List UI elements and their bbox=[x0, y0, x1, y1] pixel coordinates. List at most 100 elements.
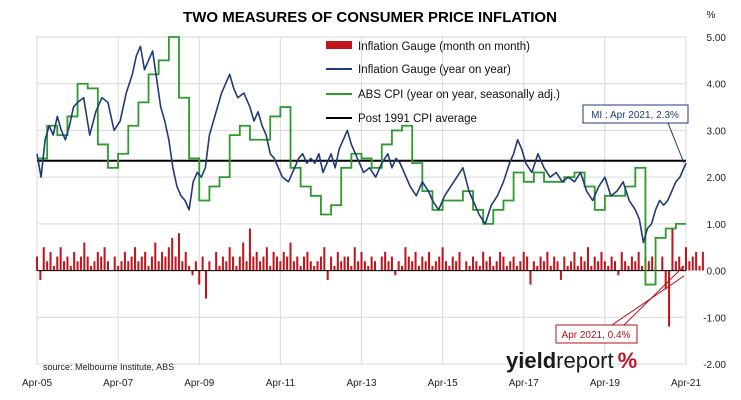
mom-bar bbox=[573, 251, 576, 271]
mom-bar bbox=[417, 265, 420, 271]
annotation-mom-leader-2 bbox=[623, 265, 685, 326]
annotation-mi-leader bbox=[667, 122, 685, 164]
mom-bar bbox=[144, 251, 147, 271]
mom-bar bbox=[563, 256, 566, 271]
mom-bar bbox=[113, 256, 116, 271]
mom-bar bbox=[174, 256, 177, 271]
mom-bar bbox=[90, 265, 93, 271]
mom-bar bbox=[127, 261, 130, 271]
mom-bar bbox=[35, 256, 39, 271]
annotation-mom-box bbox=[555, 324, 638, 344]
mom-bar bbox=[279, 261, 282, 271]
mom-bar bbox=[296, 256, 299, 271]
mom-bar bbox=[259, 261, 262, 271]
mom-bar bbox=[549, 265, 552, 271]
x-tick-label: Apr-11 bbox=[266, 378, 296, 389]
mom-bar bbox=[191, 270, 194, 276]
mom-bar bbox=[340, 261, 343, 271]
mom-bar bbox=[79, 256, 82, 271]
mom-bar bbox=[397, 261, 400, 271]
mom-bar bbox=[106, 261, 109, 271]
mom-bar bbox=[215, 251, 218, 271]
mom-bar bbox=[613, 261, 617, 271]
mom-bar bbox=[380, 256, 383, 271]
mom-bar bbox=[225, 261, 228, 271]
legend-label-cpi: ABS CPI (year on year, seasonally adj.) bbox=[358, 89, 560, 101]
y-tick-label: 2.00 bbox=[707, 173, 727, 184]
mom-bar bbox=[181, 261, 184, 271]
mom-bar bbox=[529, 270, 532, 285]
y-tick-label: 0.00 bbox=[707, 267, 727, 278]
mom-bar bbox=[63, 261, 66, 271]
mom-bar bbox=[42, 247, 45, 271]
mom-bar bbox=[306, 251, 309, 271]
mom-bar bbox=[353, 247, 356, 271]
mom-bar bbox=[624, 261, 627, 271]
legend: Inflation Gauge (month on month) Inflati… bbox=[326, 41, 560, 125]
mom-bar bbox=[509, 261, 512, 271]
mom-bar bbox=[157, 261, 160, 271]
mom-bar bbox=[404, 247, 407, 271]
mom-bar bbox=[664, 270, 667, 290]
mom-bar bbox=[630, 256, 633, 271]
mom-bar bbox=[499, 251, 502, 271]
mom-bar bbox=[691, 256, 694, 271]
mom-bar bbox=[370, 256, 373, 271]
series-line-cpi bbox=[37, 36, 686, 286]
mom-bar bbox=[698, 265, 701, 271]
source-note: source: Melbourne Institute, ABS bbox=[43, 362, 174, 372]
mom-bar bbox=[46, 261, 49, 271]
mom-bar bbox=[319, 256, 322, 271]
mom-bar bbox=[532, 261, 535, 271]
logo-part-yield: yield bbox=[506, 348, 556, 373]
mom-bar bbox=[59, 247, 62, 271]
mom-bar bbox=[519, 261, 522, 271]
mom-bar bbox=[346, 256, 349, 271]
mom-bar bbox=[407, 256, 410, 271]
mom-bar bbox=[66, 256, 69, 271]
mom-bar bbox=[265, 247, 268, 271]
mom-bar bbox=[292, 261, 295, 271]
x-tick-label: Apr-09 bbox=[184, 378, 214, 389]
mom-bar bbox=[458, 251, 461, 271]
mom-bar bbox=[542, 261, 546, 271]
series-line-yoy bbox=[36, 45, 687, 244]
mom-bar bbox=[309, 261, 312, 271]
mom-bar bbox=[184, 251, 187, 271]
mom-bar bbox=[583, 261, 586, 271]
mom-bar bbox=[316, 261, 319, 271]
mom-bar bbox=[468, 265, 471, 271]
mom-bar bbox=[313, 265, 316, 271]
mom-bar bbox=[401, 265, 404, 271]
mom-bar bbox=[171, 237, 174, 271]
series-lines bbox=[36, 36, 687, 286]
mom-bar bbox=[282, 251, 285, 271]
mom-bar bbox=[100, 256, 103, 271]
mom-bar bbox=[522, 251, 525, 271]
mom-bar bbox=[147, 265, 150, 271]
mom-bar bbox=[255, 251, 258, 271]
mom-bar bbox=[164, 256, 167, 271]
mom-bar bbox=[617, 270, 620, 276]
mom-bar bbox=[482, 251, 485, 271]
logo-part-percent: % bbox=[618, 348, 638, 373]
annotation-mi-text: MI : Apr 2021, 2.3% bbox=[591, 110, 679, 121]
mom-bar bbox=[641, 265, 644, 271]
mom-bar bbox=[431, 265, 434, 271]
mom-bar bbox=[336, 251, 339, 271]
mom-bar bbox=[299, 265, 302, 271]
mom-bar bbox=[668, 270, 671, 327]
x-axis-ticks: Apr-05 Apr-07 Apr-09 Apr-11 Apr-13 Apr-15 Apr-… bbox=[22, 378, 701, 389]
legend-label-avg: Post 1991 CPI average bbox=[358, 113, 477, 125]
mom-bar bbox=[671, 228, 674, 271]
mom-bar bbox=[360, 251, 363, 271]
mom-bar bbox=[252, 256, 255, 271]
mom-bar bbox=[478, 265, 481, 271]
mom-bar bbox=[536, 265, 539, 271]
mom-bar bbox=[73, 251, 76, 271]
x-tick-label: Apr-05 bbox=[22, 378, 52, 389]
mom-bar bbox=[438, 256, 441, 271]
mom-bar bbox=[570, 261, 573, 271]
mom-bar bbox=[434, 261, 437, 271]
mom-bar bbox=[367, 265, 370, 271]
